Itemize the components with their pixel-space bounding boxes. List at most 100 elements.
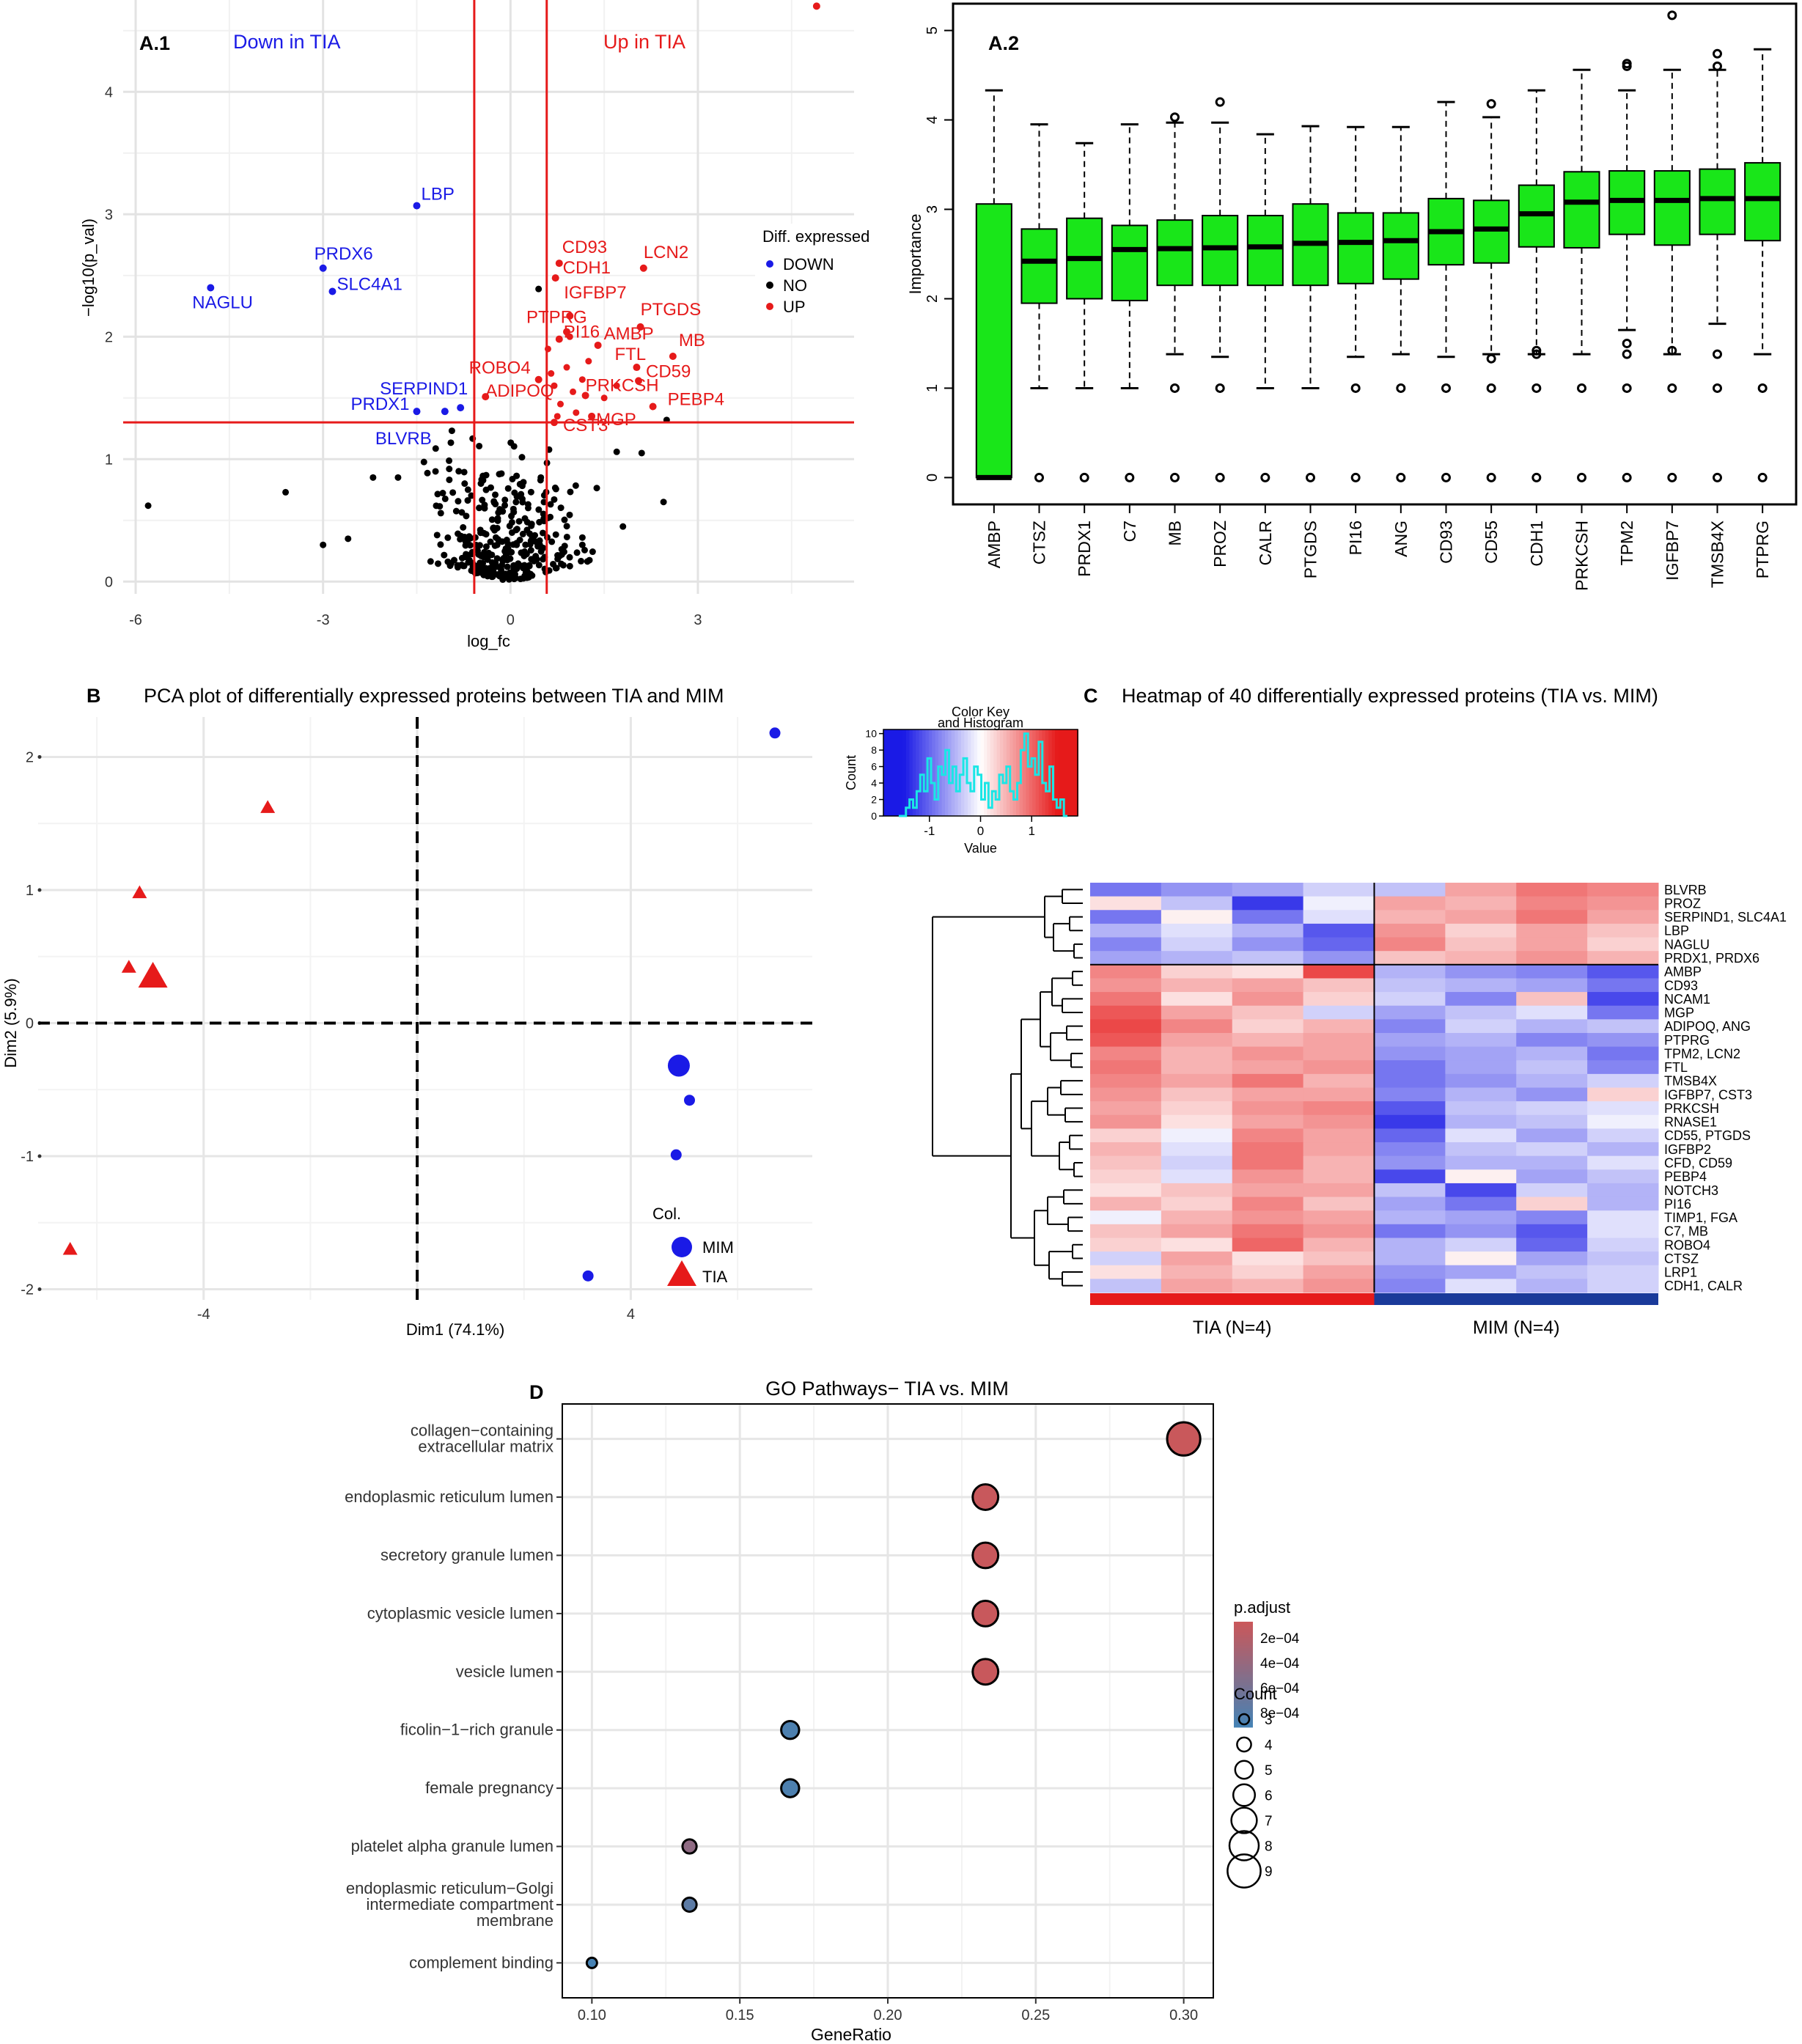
point-label: PRDX1 [351, 394, 410, 414]
heatmap-cell [1516, 1224, 1588, 1238]
heatmap-cell [1516, 1210, 1588, 1225]
heatmap-cell [1516, 1087, 1588, 1102]
point-label: PI16 [564, 323, 600, 342]
heatmap-cell [1516, 1265, 1588, 1279]
y-tick-label: 1 [26, 883, 34, 899]
color-key-cell [1042, 729, 1046, 816]
heatmap-cell [1303, 1279, 1375, 1293]
group-bar-tia [1090, 1293, 1375, 1305]
data-point-no [534, 543, 542, 550]
colorbar-segment [1234, 1663, 1253, 1667]
heatmap-cell [1232, 1251, 1304, 1266]
pca-point-tia [62, 1242, 78, 1255]
x-tick-label: 0.30 [1169, 2007, 1198, 2023]
point-label: PRKCSH [586, 375, 659, 395]
data-point-up [563, 364, 570, 371]
row-label: FTL [1664, 1060, 1688, 1075]
heatmap-cell [1587, 1101, 1659, 1116]
heatmap-cell [1090, 1142, 1162, 1157]
heatmap-cell [1445, 1019, 1517, 1034]
heatmap-cell [1587, 923, 1659, 938]
heatmap-cell [1090, 1183, 1162, 1198]
heatmap-cell [1161, 1238, 1233, 1252]
point-label: ADIPOQ [485, 381, 554, 401]
data-point-no [476, 442, 483, 449]
heatmap-cell [1232, 1032, 1304, 1048]
x-tick-label: CDH1 [1527, 521, 1546, 567]
heatmap-cell [1161, 1087, 1233, 1102]
heatmap-cell [1090, 910, 1162, 924]
color-key-cell [1061, 729, 1066, 816]
point-label: PTPRG [526, 308, 587, 328]
box [1156, 219, 1194, 287]
x-tick-label: 0.25 [1021, 2007, 1050, 2023]
heatmap-cell [1232, 937, 1304, 952]
y-tick-label: 0 [924, 474, 941, 482]
go-point [971, 1658, 1000, 1686]
heatmap-cell [1374, 992, 1446, 1007]
go-point [971, 1483, 1000, 1511]
pathway-label: female pregnancy [425, 1779, 554, 1797]
x-tick-label: IGFBP7 [1663, 521, 1682, 581]
heatmap-cell [1374, 1114, 1446, 1129]
data-point-no [619, 523, 627, 530]
point-label: CST3 [563, 416, 608, 435]
y-tick-label: 5 [924, 26, 941, 34]
row-label: CD55, PTGDS [1664, 1128, 1751, 1143]
data-point-up [636, 323, 644, 331]
data-point-no [447, 439, 455, 446]
data-point-no [468, 567, 475, 574]
data-point-no [492, 491, 499, 499]
colorbar-segment [1234, 1653, 1253, 1657]
point-label: MGP [596, 410, 636, 430]
data-point-no [488, 551, 496, 559]
x-tick-label: 0.15 [726, 2007, 754, 2023]
go-point [780, 1720, 801, 1740]
heatmap-cell [1445, 1073, 1517, 1088]
heatmap-cell [1161, 1128, 1233, 1143]
colorbar-segment [1234, 1637, 1253, 1641]
y-tick-mark [37, 1287, 42, 1291]
data-point-no [464, 486, 471, 493]
outlier-point [1486, 383, 1496, 393]
region-label-down: Down in TIA [233, 31, 341, 53]
outlier-point [1667, 345, 1677, 356]
row-label: TMSB4X [1664, 1074, 1717, 1089]
data-point-up [550, 419, 558, 427]
heatmap-cell [1161, 1169, 1233, 1184]
heatmap-cell [1232, 923, 1304, 938]
colorbar-segment [1234, 1650, 1253, 1654]
data-point-no [523, 526, 531, 534]
size-legend-label: 4 [1265, 1738, 1273, 1754]
data-point-no [638, 449, 645, 457]
group-label: TIA (N=4) [1193, 1317, 1272, 1338]
heatmap-cell [1445, 1265, 1517, 1279]
color-key-cell [990, 729, 995, 816]
heatmap-cell [1303, 1155, 1375, 1170]
go-point [585, 1956, 598, 1969]
data-point-no [660, 499, 667, 506]
data-point-no [535, 506, 543, 513]
box [1111, 224, 1148, 301]
data-point-no [578, 534, 586, 541]
data-point-no [463, 512, 470, 520]
heatmap-cell [1516, 1114, 1588, 1129]
data-point-down [441, 408, 449, 416]
data-point-up [563, 328, 571, 336]
heatmap-cell [1374, 1032, 1446, 1048]
color-key-cell [1026, 729, 1030, 816]
pca-point-mim [667, 1054, 690, 1077]
heatmap-cell [1161, 1019, 1233, 1034]
colorbar-segment [1234, 1708, 1253, 1712]
pathway-label: intermediate compartment [366, 1895, 554, 1914]
y-tick-label: 3 [105, 207, 113, 223]
heatmap-cell [1374, 964, 1446, 979]
heatmap-cell [1587, 1279, 1659, 1293]
colorbar-segment [1234, 1690, 1253, 1694]
data-point-no [507, 555, 514, 562]
heatmap-cell [1090, 992, 1162, 1007]
data-point-no [499, 538, 506, 545]
data-point-no [532, 532, 539, 539]
x-tick-label: -3 [317, 612, 330, 628]
data-point-no [519, 530, 526, 537]
